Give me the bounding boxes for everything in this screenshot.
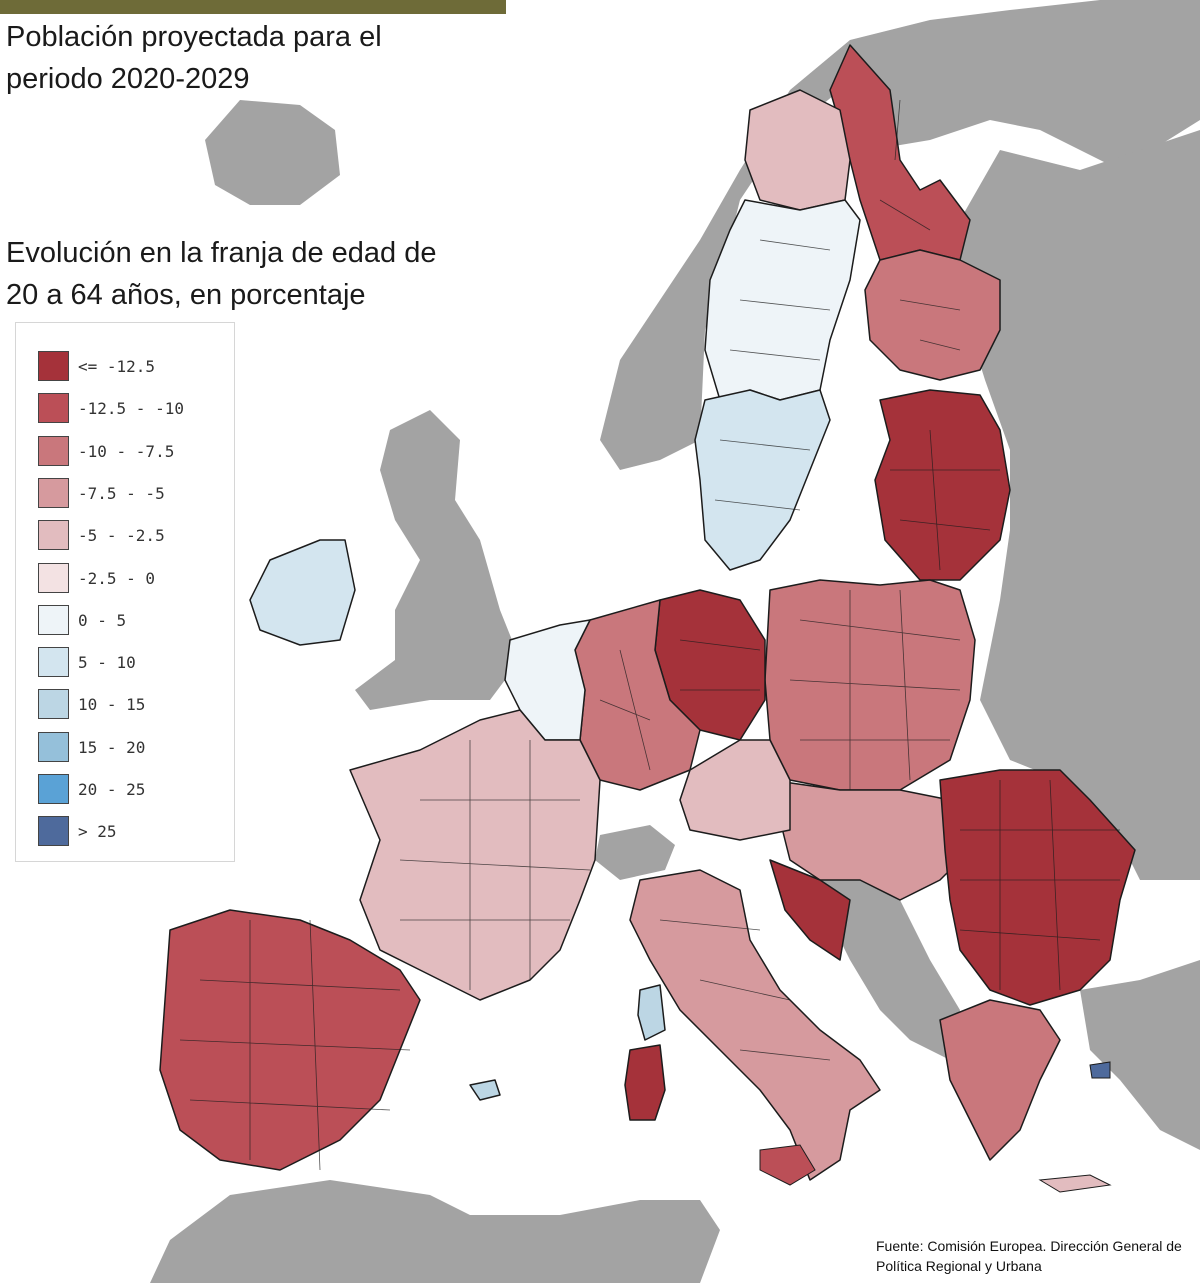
region-croatia [769, 859, 851, 961]
russia-east-shape [960, 130, 1200, 880]
legend-item: 15 - 20 [38, 731, 228, 764]
crete-shape [1038, 1174, 1112, 1193]
legend-swatch [38, 604, 69, 635]
turkey-shape [1080, 960, 1200, 1150]
region-sweden-north [744, 89, 851, 211]
region-ireland [249, 539, 356, 646]
region-balkans [769, 779, 971, 901]
legend-swatch [38, 520, 69, 551]
legend-item: -5 - -2.5 [38, 520, 228, 552]
eu-regions [159, 44, 1136, 1181]
legend-label: > 25 [78, 822, 117, 842]
legend-item: -12.5 - -10 [38, 393, 228, 425]
legend-item: 0 - 5 [38, 604, 228, 637]
north-africa-shape [150, 1180, 720, 1283]
great-britain-shape [355, 410, 520, 710]
legend-swatch [38, 647, 69, 678]
switzerland-shape [595, 825, 675, 880]
map-subtitle: Evolución en la franja de edad de 20 a 6… [6, 237, 437, 311]
cyclades-shape [1089, 1061, 1111, 1079]
legend-swatch [38, 689, 69, 720]
islands [759, 1061, 1112, 1193]
legend-label: 20 - 25 [78, 780, 146, 799]
region-italy [629, 869, 881, 1181]
legend-swatch [38, 562, 69, 593]
legend-swatch [38, 731, 69, 762]
legend-swatch [38, 393, 69, 424]
region-austria-czechia [679, 739, 791, 841]
norway-shape [600, 0, 1200, 470]
region-corsica [637, 984, 666, 1041]
region-sardinia [624, 1044, 666, 1121]
region-balearic [469, 1079, 501, 1101]
region-greece [939, 999, 1061, 1161]
sicily-shape [759, 1144, 816, 1186]
region-sweden-south [694, 389, 831, 571]
legend-label: -2.5 - 0 [78, 568, 156, 588]
legend-label: -7.5 - -5 [78, 483, 165, 503]
legend-label: 10 - 15 [78, 695, 146, 715]
region-benelux [504, 619, 591, 741]
region-baltics [874, 389, 1011, 581]
iceland-shape [205, 100, 340, 205]
region-iberia [159, 909, 421, 1171]
legend-item: > 25 [38, 816, 228, 848]
subregion-lines [179, 99, 1120, 1171]
accent-bar [0, 0, 506, 14]
legend-item: 5 - 10 [38, 647, 228, 679]
legend-swatch [38, 477, 69, 508]
source-note: Fuente: Comisión Europea. Dirección Gene… [876, 1238, 1182, 1274]
legend-swatch [38, 351, 69, 381]
map-title: Población proyectada para el periodo 202… [6, 21, 382, 95]
legend-item: -10 - -7.5 [38, 435, 228, 468]
legend-label: -10 - -7.5 [78, 441, 175, 461]
legend-item: -2.5 - 0 [38, 562, 228, 595]
region-finland-central [864, 249, 1001, 381]
region-romania-bulgaria [939, 769, 1136, 1006]
balkans-west-shape [820, 880, 960, 1060]
legend-label: 0 - 5 [78, 610, 127, 630]
non-eu-land [150, 0, 1200, 1283]
legend-label: 5 - 10 [78, 653, 136, 673]
legend-label: -5 - -2.5 [78, 526, 165, 546]
legend-item: 20 - 25 [38, 774, 228, 806]
region-france [349, 709, 601, 1001]
legend-label: <= -12.5 [78, 357, 156, 376]
legend-item: <= -12.5 [38, 351, 228, 383]
legend-swatch [38, 774, 69, 804]
legend-label: -12.5 - -10 [78, 399, 184, 419]
legend-item: 10 - 15 [38, 689, 228, 721]
legend-item: -7.5 - -5 [38, 477, 228, 510]
legend-label: 15 - 20 [78, 737, 146, 757]
legend-swatch [38, 816, 69, 847]
legend: <= -12.5 -12.5 - -10 -10 - -7.5 -7.5 - -5 -5… [15, 322, 235, 862]
legend-swatch [38, 435, 69, 466]
